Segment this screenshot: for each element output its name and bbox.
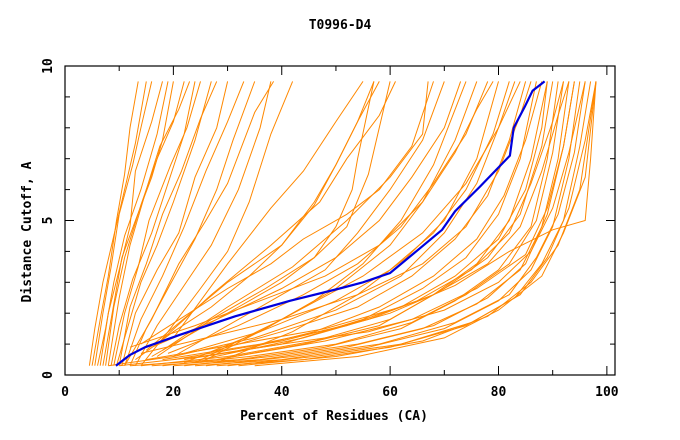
series-line-29 bbox=[172, 81, 364, 339]
series-line-45 bbox=[254, 81, 597, 367]
series-line-58 bbox=[227, 81, 543, 354]
series-line-26 bbox=[216, 81, 499, 364]
series-line-11 bbox=[116, 81, 212, 366]
series-line-56 bbox=[184, 81, 510, 354]
series-line-50 bbox=[184, 81, 586, 361]
series-line-3 bbox=[94, 81, 153, 366]
series-line-18 bbox=[124, 81, 275, 366]
highlight-series-line bbox=[115, 80, 546, 367]
series-line-9 bbox=[110, 81, 196, 366]
series-line-37 bbox=[162, 81, 564, 367]
series-line-14 bbox=[124, 81, 245, 366]
series-line-10 bbox=[113, 81, 201, 366]
series-line-57 bbox=[205, 81, 527, 354]
series-line-6 bbox=[102, 81, 174, 366]
y-axis-label: Distance Cutoff, A bbox=[20, 161, 35, 302]
series-line-32 bbox=[108, 81, 521, 367]
x-tick-label: 0 bbox=[61, 385, 69, 400]
series-line-7 bbox=[105, 81, 185, 366]
highlight-layer bbox=[115, 80, 546, 367]
y-tick-label: 0 bbox=[41, 371, 56, 379]
series-line-16 bbox=[134, 81, 272, 366]
series-line-27 bbox=[162, 81, 429, 351]
series-line-23 bbox=[173, 81, 445, 357]
series-line-44 bbox=[238, 81, 597, 367]
x-tick-label: 80 bbox=[491, 385, 507, 400]
series-layer bbox=[88, 81, 597, 367]
chart-title: T0996-D4 bbox=[309, 18, 372, 33]
x-tick-label: 60 bbox=[382, 385, 398, 400]
y-tick-label: 5 bbox=[41, 217, 56, 225]
series-line-25 bbox=[200, 81, 478, 364]
series-line-34 bbox=[129, 81, 548, 367]
series-line-12 bbox=[118, 81, 218, 366]
series-line-22 bbox=[156, 81, 391, 357]
series-line-40 bbox=[194, 81, 581, 367]
series-line-13 bbox=[121, 81, 229, 366]
x-axis-label: Percent of Residues (CA) bbox=[240, 409, 428, 424]
ticks: 0 20 40 60 80 100 0 5 10 bbox=[41, 58, 619, 400]
series-line-48 bbox=[173, 81, 570, 361]
series-line-54 bbox=[151, 81, 462, 348]
y-tick-label: 10 bbox=[41, 58, 56, 74]
x-tick-label: 100 bbox=[595, 385, 619, 400]
series-line-30 bbox=[156, 81, 396, 345]
series-line-5 bbox=[99, 81, 163, 366]
series-line-8 bbox=[107, 81, 191, 366]
series-line-39 bbox=[184, 81, 575, 367]
series-line-2 bbox=[91, 81, 139, 366]
series-line-51 bbox=[216, 81, 575, 361]
series-line-41 bbox=[205, 81, 586, 367]
x-tick-label: 40 bbox=[274, 385, 290, 400]
x-tick-label: 20 bbox=[166, 385, 182, 400]
series-line-49 bbox=[200, 81, 597, 361]
series-line-28 bbox=[145, 81, 380, 351]
series-line-43 bbox=[227, 81, 597, 367]
series-line-46 bbox=[146, 81, 548, 361]
series-line-55 bbox=[167, 81, 489, 354]
